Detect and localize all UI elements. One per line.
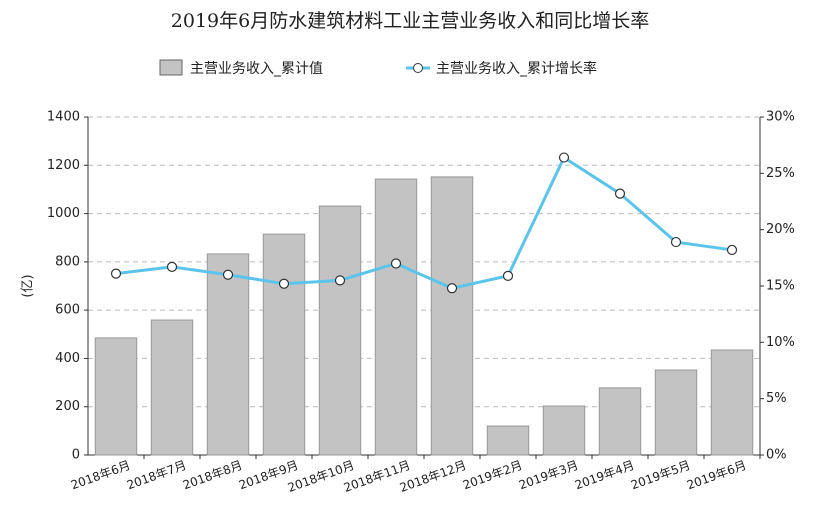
- point: [278, 278, 290, 289]
- point: [446, 283, 458, 294]
- bar: [262, 233, 306, 456]
- x-tick-label: 2018年6月: [69, 458, 132, 492]
- legend-label: 主营业务收入_累计值: [190, 61, 323, 77]
- y-tick-label: 1400: [47, 110, 80, 125]
- y2-tick-label: 5%: [766, 391, 787, 406]
- bar: [318, 205, 362, 456]
- legend-label: 主营业务收入_累计增长率: [436, 60, 597, 77]
- x-tick-label: 2019年4月: [573, 458, 636, 492]
- y-tick-label: 1000: [47, 206, 80, 221]
- point: [558, 152, 570, 163]
- legend-swatch: [159, 59, 183, 76]
- point: [726, 244, 738, 256]
- point: [222, 269, 234, 280]
- y-tick-label: 400: [55, 351, 80, 366]
- point: [502, 270, 514, 281]
- bar: [374, 178, 418, 456]
- y-axis-label: (亿): [21, 274, 36, 297]
- y2-tick-label: 20%: [766, 222, 795, 237]
- legend-swatch: [413, 63, 423, 73]
- bar: [486, 425, 530, 456]
- y2-tick-label: 30%: [766, 110, 795, 125]
- y-tick-label: 0: [72, 448, 80, 463]
- chart-title: 2019年6月防水建筑材料工业主营业务收入和同比增长率: [171, 10, 649, 32]
- point: [614, 188, 626, 199]
- point: [166, 261, 178, 272]
- x-tick-label: 2019年2月: [461, 458, 524, 492]
- y2-tick-label: 25%: [766, 166, 795, 181]
- x-tick-label: 2019年6月: [685, 458, 748, 492]
- point: [334, 275, 346, 286]
- bar: [542, 405, 586, 456]
- x-tick-label: 2019年3月: [517, 458, 580, 492]
- y2-tick-label: 0%: [766, 448, 787, 463]
- y-tick-label: 200: [55, 399, 80, 414]
- bar: [94, 337, 138, 456]
- bar: [654, 369, 698, 456]
- y-tick-label: 800: [55, 254, 80, 269]
- point: [390, 258, 402, 269]
- x-tick-label: 2018年7月: [125, 458, 188, 492]
- bar: [430, 176, 474, 456]
- point: [670, 236, 682, 248]
- bar: [206, 253, 250, 456]
- y2-tick-label: 10%: [766, 335, 795, 350]
- bar: [710, 349, 754, 456]
- y-tick-label: 600: [55, 303, 80, 318]
- x-tick-label: 2019年5月: [629, 458, 692, 492]
- bar: [598, 387, 642, 456]
- line: [115, 155, 733, 290]
- y-tick-label: 1200: [47, 158, 80, 173]
- bar: [150, 319, 194, 456]
- x-tick-label: 2018年8月: [181, 458, 244, 492]
- point: [110, 268, 122, 279]
- y2-tick-label: 15%: [766, 279, 795, 294]
